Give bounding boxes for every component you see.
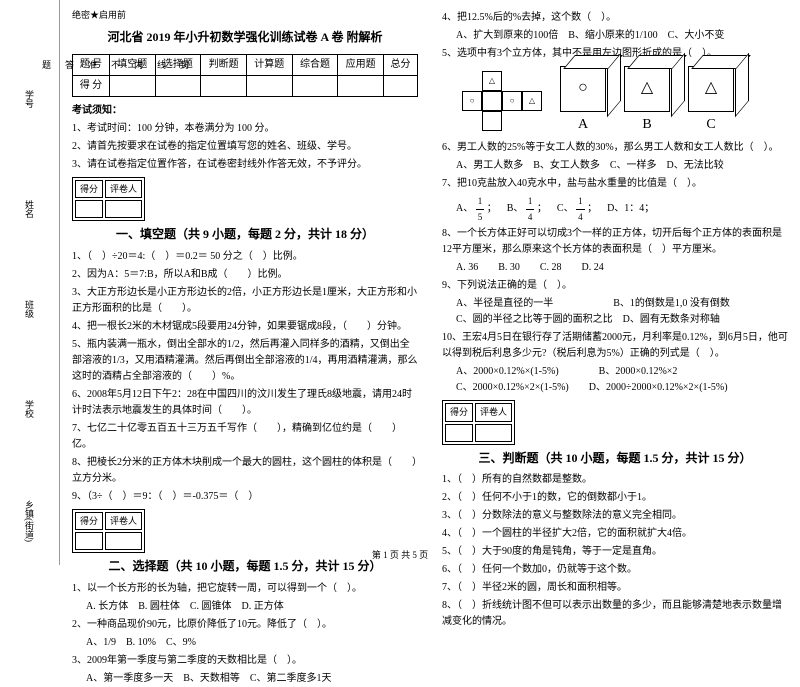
notice-item: 1、考试时间：100 分钟，本卷满分为 100 分。 [72,121,418,137]
options: A、2000×0.12%×(1-5%) B、2000×0.12%×2 C、200… [456,364,788,396]
notice-title: 考试须知： [72,103,418,119]
question: 3、（ ）分数除法的意义与整数除法的意义完全相同。 [442,508,788,524]
page: 乡镇(街道) 学校 班级 姓名 学号 题 答 准 不 内 线 封 绝密★启用前 … [0,0,800,565]
question: 3、大正方形边长是小正方形边长的2倍，小正方形边长是1厘米，大正方形和小正方形面… [72,285,418,317]
options: A、扩大到原来的100倍 B、缩小原来的1/100 C、大小不变 [456,28,788,44]
question: 8、一个长方体正好可以切成3个一样的正方体，切开后每个正方体的表面积是12平方厘… [442,226,788,258]
binding-margin: 乡镇(街道) 学校 班级 姓名 学号 题 答 准 不 内 线 封 [0,0,60,565]
question: 4、（ ）一个圆柱的半径扩大2倍，它的面积就扩大4倍。 [442,526,788,542]
question: 1、（ ）所有的自然数都是整数。 [442,472,788,488]
question: 7、把10克盐放入40克水中，盐与盐水重量的比值是（ ）。 [442,176,788,192]
cube-option: ○ A [560,66,606,136]
question: 10、王宏4月5日在银行存了活期储蓄2000元，月利率是0.12%，到6月5日，… [442,330,788,362]
section-1-title: 一、填空题（共 9 小题，每题 2 分，共计 18 分） [72,225,418,244]
question: 2、因为A：5＝7:B，所以A和B成（ ）比例。 [72,267,418,283]
options: A. 36 B. 30 C. 28 D. 24 [456,260,788,276]
margin-label: 姓名 [23,200,36,218]
margin-label: 班级 [23,300,36,318]
section-score-box: 得分 评卷人 [72,509,418,554]
question: 2、（ ）任何不小于1的数，它的倒数都小于1。 [442,490,788,506]
question: 4、把12.5%后的%去掉，这个数（ ）。 [442,10,788,26]
cube-option: △ B [624,66,670,136]
table-row: 得 分 [73,75,418,96]
question: 6、男工人数的25%等于女工人数的30%，那么男工人数和女工人数比（ ）。 [442,140,788,156]
question: 8、（ ）折线统计图不但可以表示出数量的多少，而且能够清楚地表示数量增减变化的情… [442,598,788,630]
margin-label: 学校 [23,400,36,418]
notice-item: 3、请在试卷指定位置作答，在试卷密封线外作答无效，不予评分。 [72,157,418,173]
cube-option: △ C [688,66,734,136]
notice-item: 2、请首先按要求在试卷的指定位置填写您的姓名、班级、学号。 [72,139,418,155]
options: A、半径是直径的一半 B、1的倒数是1,0 没有倒数 C、圆的半径之比等于圆的面… [456,296,788,328]
question: 9、（3÷（ ）＝9：（ ）＝-0.375＝（ ） [72,489,418,505]
question: 9、下列说法正确的是（ ）。 [442,278,788,294]
question: 7、七亿二十亿零五百五十三万五千写作（ ），精确到亿位约是（ ）亿。 [72,421,418,453]
right-column: 4、把12.5%后的%去掉，这个数（ ）。 A、扩大到原来的100倍 B、缩小原… [430,0,800,565]
paper-title: 河北省 2019 年小升初数学强化训练试卷 A 卷 附解析 [72,28,418,47]
question: 1、（ ）÷20＝4:（ ）＝0.2＝ 50 分之（ ）比例。 [72,249,418,265]
options: A、1/9 B. 10% C、9% [86,635,418,651]
margin-label: 乡镇(街道) [23,500,36,542]
page-footer: 第 1 页 共 5 页 [0,548,800,561]
options: A、第一季度多一天 B、天数相等 C、第二季度多1天 [86,671,418,687]
cube-net: △ ○ ○ △ [462,71,542,131]
question: 2、一种商品现价90元，比原价降低了10元。降低了（ ）。 [72,617,418,633]
question: 8、把棱长2分米的正方体木块削成一个最大的圆柱，这个圆柱的体积是（ ）立方分米。 [72,455,418,487]
seal-line-text: 题 答 准 不 内 线 封 [40,60,191,69]
cube-figure: △ ○ ○ △ ○ A △ B △ C [462,66,788,136]
options: A. 长方体 B. 圆柱体 C. 圆锥体 D. 正方体 [86,599,418,615]
row-label: 得 分 [73,75,110,96]
left-column: 绝密★启用前 河北省 2019 年小升初数学强化训练试卷 A 卷 附解析 题 号… [60,0,430,565]
margin-label: 学号 [23,90,36,108]
question: 4、把一根长2米的木材锯成5段要用24分钟，如果要锯成8段，（ ）分钟。 [72,319,418,335]
section-score-box: 得分 评卷人 [442,400,788,445]
section-3-title: 三、判断题（共 10 小题，每题 1.5 分，共计 15 分） [442,449,788,468]
question: 3、2009年第一季度与第二季度的天数相比是（ ）。 [72,653,418,669]
section-score-box: 得分 评卷人 [72,177,418,222]
question: 1、以一个长方形的长为轴，把它旋转一周，可以得到一个（ ）。 [72,581,418,597]
question: 6、2008年5月12日下午2：28在中国四川的汶川发生了理氏8级地震，请用24… [72,387,418,419]
fraction-options: A、 15 ； B、 14 ； C、 14 ； D、1：4； [456,194,788,224]
options: A、男工人数多 B、女工人数多 C、一样多 D、无法比较 [456,158,788,174]
question: 5、瓶内装满一瓶水，倒出全部水的1/2，然后再灌入同样多的酒精，又倒出全部溶液的… [72,337,418,385]
secret-mark: 绝密★启用前 [72,8,418,22]
question: 7、（ ）半径2米的圆，周长和面积相等。 [442,580,788,596]
